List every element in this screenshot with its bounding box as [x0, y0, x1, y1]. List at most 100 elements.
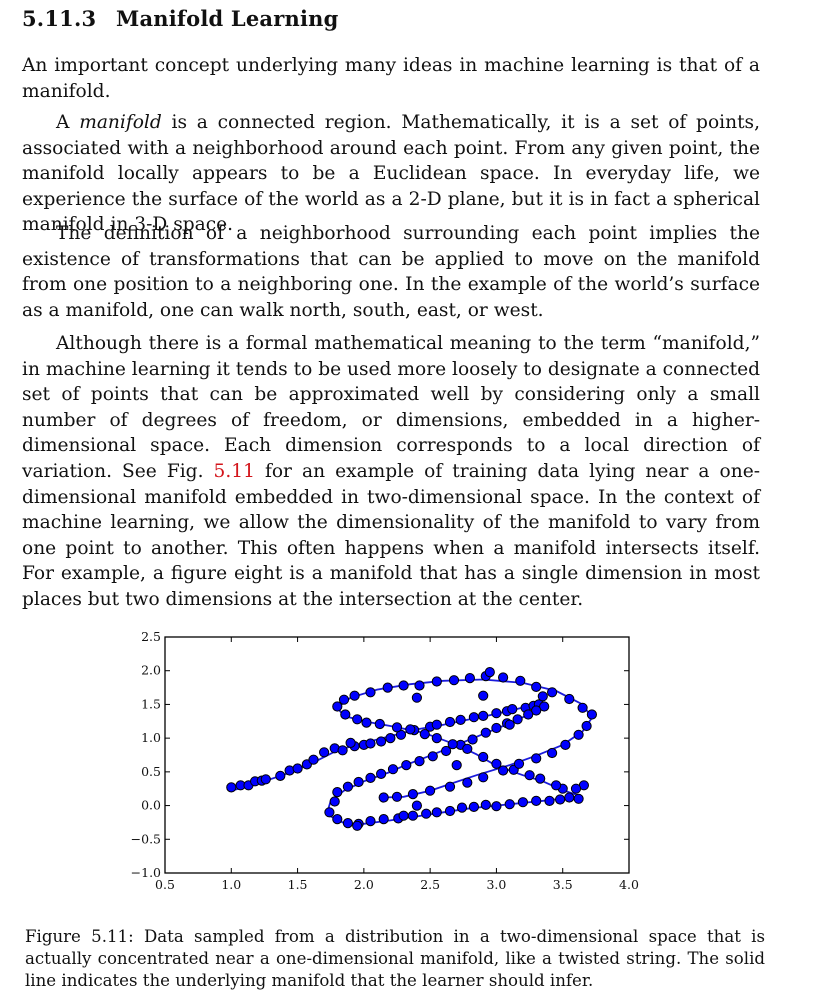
x-tick-label: 0.5 [155, 877, 175, 892]
data-point [544, 795, 555, 806]
data-point [468, 712, 479, 723]
data-point [353, 776, 364, 788]
x-tick-label: 3.0 [486, 877, 506, 892]
data-point [531, 753, 542, 764]
data-point [447, 739, 458, 750]
data-point [407, 810, 418, 821]
data-point [491, 722, 502, 734]
data-point [387, 764, 399, 775]
data-point [480, 799, 491, 810]
data-point [260, 774, 271, 785]
data-point [340, 709, 351, 720]
data-point [405, 724, 416, 735]
y-tick-label: −0.5 [131, 831, 161, 846]
data-point [531, 681, 542, 693]
data-point [444, 781, 456, 792]
x-tick-label: 2.5 [420, 877, 440, 892]
data-point [573, 793, 584, 804]
data-point [515, 675, 526, 686]
data-point [414, 756, 425, 767]
data-point [464, 673, 475, 684]
data-point [564, 792, 575, 803]
data-point [374, 718, 385, 730]
data-point [524, 770, 535, 781]
figure-reference-link[interactable]: 5.11 [213, 460, 255, 482]
data-point [547, 687, 558, 698]
data-point [378, 814, 389, 825]
data-point [382, 682, 393, 693]
data-point [421, 808, 432, 819]
data-point [376, 768, 387, 779]
data-point [411, 800, 422, 811]
data-point [478, 751, 489, 763]
data-point [419, 729, 430, 740]
data-point [555, 794, 566, 805]
data-point [504, 799, 515, 810]
data-point [427, 751, 438, 762]
x-tick-label: 1.0 [221, 877, 241, 892]
data-point [338, 694, 350, 705]
data-point [391, 722, 403, 733]
data-point [513, 758, 525, 769]
data-point [385, 733, 396, 744]
data-point [378, 792, 389, 803]
data-point [448, 675, 460, 686]
data-point [512, 714, 523, 725]
data-point [414, 680, 425, 691]
section-heading: 5.11.3 Manifold Learning [22, 6, 339, 31]
data-point [441, 745, 452, 757]
data-point [401, 760, 412, 771]
data-point [491, 758, 502, 769]
data-point [332, 814, 343, 825]
paragraph-4-post: for an example of training data lying ne… [22, 460, 760, 610]
data-point [365, 687, 376, 698]
data-point [451, 760, 462, 771]
y-tick-label: 2.5 [141, 629, 161, 644]
data-point [570, 783, 582, 794]
plot-frame [164, 636, 630, 874]
data-point [332, 701, 343, 712]
data-point [577, 702, 588, 713]
data-point [455, 714, 466, 726]
paragraph-2-pre: A [56, 112, 80, 133]
data-point [324, 807, 335, 818]
data-point [365, 816, 376, 827]
data-point [551, 780, 562, 791]
data-point [398, 680, 409, 691]
y-tick-label: −1.0 [131, 865, 161, 880]
data-point [352, 820, 363, 831]
data-point [275, 770, 286, 781]
paragraph-4-pre: Although there is a formal mathematical … [22, 333, 760, 482]
data-point [376, 736, 387, 747]
data-point [337, 745, 348, 756]
data-point [478, 710, 489, 722]
data-point [491, 708, 502, 719]
data-point [407, 789, 418, 800]
section-title: Manifold Learning [116, 6, 339, 31]
data-point [478, 690, 489, 701]
data-point [484, 667, 495, 678]
data-point [498, 672, 509, 683]
paragraph-2-post: is a connected region. Mathematically, i… [22, 112, 761, 236]
data-point [462, 777, 473, 788]
data-point [332, 787, 343, 798]
y-tick-label: 2.0 [141, 663, 161, 678]
data-point [365, 738, 376, 749]
paragraph-4: Although there is a formal mathematical … [22, 331, 760, 613]
data-point [531, 705, 542, 716]
data-point [342, 818, 353, 829]
data-point [467, 734, 478, 745]
data-point [431, 807, 442, 818]
section-number: 5.11.3 [22, 6, 97, 31]
data-point [523, 709, 534, 720]
axis-tick-layer: 0.5 1.0 1.5 2.0 2.5 3.0 3.5 4.0 2.5 2.0 1.5 1.0 0.5 0… [131, 629, 639, 892]
data-point [425, 785, 436, 796]
data-point [365, 772, 376, 783]
data-point [480, 727, 491, 738]
data-point [531, 795, 542, 806]
data-point [547, 747, 558, 759]
data-point-layer [226, 667, 597, 831]
data-point [411, 692, 422, 703]
data-point [329, 796, 340, 807]
data-point [342, 781, 353, 792]
